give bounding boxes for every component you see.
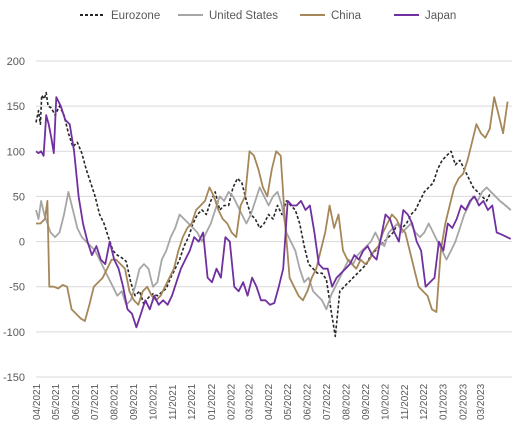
legend-label-eurozone: Eurozone	[111, 10, 160, 22]
x-axis-ticks: 04/2021 05/2021 06/2021 07/2021 08/2021 09/20…	[32, 383, 487, 420]
series-line-united-states	[35, 186, 512, 311]
x-tick-label: 09/2022	[361, 383, 372, 420]
x-tick-label: 02/2022	[226, 383, 237, 420]
x-tick-label: 11/2021	[168, 384, 179, 420]
x-tick-label: 08/2022	[341, 383, 352, 420]
y-tick-label: -100	[3, 327, 25, 339]
legend-label-united-states: United States	[209, 10, 278, 22]
y-tick-label: 50	[13, 191, 25, 203]
series-line-japan	[35, 96, 512, 329]
x-tick-label: 02/2023	[458, 383, 469, 420]
y-tick-label: 200	[7, 56, 25, 68]
x-tick-label: 08/2021	[110, 383, 121, 420]
y-tick-label: 150	[7, 101, 25, 113]
legend-label-china: China	[331, 10, 362, 22]
series-line-china	[36, 96, 509, 322]
x-tick-label: 06/2022	[303, 383, 314, 420]
x-tick-label: 05/2022	[283, 383, 294, 420]
y-tick-label: -150	[3, 372, 25, 384]
x-tick-label: 05/2021	[51, 383, 62, 420]
x-tick-label: 10/2021	[148, 383, 159, 420]
x-tick-label: 04/2021	[32, 383, 43, 420]
x-tick-label: 06/2021	[71, 383, 82, 420]
series-layer	[35, 91, 512, 338]
gridlines	[36, 60, 512, 378]
x-tick-label: 03/2022	[244, 383, 255, 420]
legend: Eurozone United States China Japan	[80, 10, 456, 22]
x-tick-label: 12/2022	[419, 383, 430, 420]
x-tick-label: 01/2022	[207, 383, 218, 420]
x-tick-label: 10/2022	[380, 383, 391, 420]
legend-label-japan: Japan	[425, 10, 456, 22]
y-tick-label: -50	[9, 282, 25, 294]
x-tick-label: 07/2021	[90, 383, 101, 420]
y-tick-label: 0	[19, 237, 25, 249]
x-tick-label: 12/2021	[187, 383, 198, 420]
x-tick-label: 01/2023	[439, 383, 450, 420]
x-tick-label: 04/2022	[264, 383, 275, 420]
y-axis-ticks: -150 -100 -50 0 50 100 150 200	[3, 56, 25, 384]
x-tick-label: 07/2022	[322, 383, 333, 420]
series-line-eurozone	[35, 91, 512, 338]
x-tick-label: 03/2023	[476, 383, 487, 420]
x-tick-label: 11/2022	[400, 384, 411, 420]
x-tick-label: 09/2021	[129, 383, 140, 420]
y-tick-label: 100	[7, 146, 25, 158]
